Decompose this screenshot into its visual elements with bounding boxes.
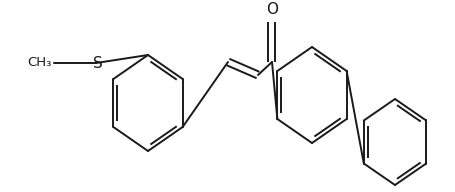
Text: S: S — [93, 55, 103, 70]
Text: CH₃: CH₃ — [28, 56, 52, 70]
Text: O: O — [265, 2, 278, 17]
